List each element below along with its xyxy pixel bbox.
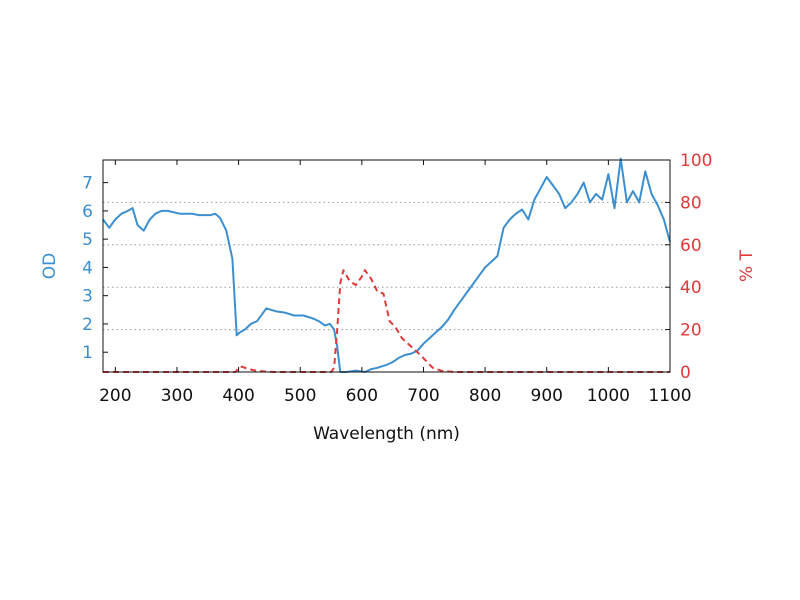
left-y-tick-label: 1 <box>82 343 93 363</box>
left-y-tick-label: 4 <box>82 258 93 278</box>
x-tick-label: 200 <box>99 386 131 406</box>
right-y-tick-label: 60 <box>680 236 702 256</box>
right-y-tick-label: 40 <box>680 278 702 298</box>
left-y-tick-label: 6 <box>82 202 93 222</box>
plot-frame <box>102 159 671 373</box>
left-y-tick-label: 5 <box>82 230 93 250</box>
right-y-tick-label: 100 <box>680 151 712 171</box>
left-y-axis-ticks: 1 2 3 4 5 6 7 <box>82 174 108 363</box>
x-tick-label: 400 <box>222 386 254 406</box>
right-y-tick-label: 80 <box>680 193 702 213</box>
x-tick-label: 1100 <box>648 386 691 406</box>
od-series-line <box>102 157 671 373</box>
x-tick-label: 800 <box>469 386 501 406</box>
x-tick-label: 300 <box>161 386 193 406</box>
right-y-tick-label: 0 <box>680 363 691 383</box>
left-y-tick-label: 2 <box>82 315 93 335</box>
x-tick-label: 1000 <box>587 386 630 406</box>
x-tick-label: 500 <box>284 386 316 406</box>
x-tick-label: 900 <box>531 386 563 406</box>
right-y-axis-ticks: 0 20 40 60 80 100 <box>665 151 712 383</box>
left-y-axis-title: OD <box>40 253 60 279</box>
x-axis-title: Wavelength (nm) <box>313 424 460 444</box>
left-y-tick-label: 3 <box>82 287 93 307</box>
x-tick-label: 600 <box>346 386 378 406</box>
x-tick-label: 700 <box>407 386 439 406</box>
right-y-axis-title: % T <box>737 249 757 282</box>
left-y-tick-label: 7 <box>82 174 93 194</box>
x-axis-ticks: 200 300 400 500 600 700 800 900 1000 1100 <box>99 160 692 406</box>
grid-lines <box>103 201 670 331</box>
right-y-tick-label: 20 <box>680 321 702 341</box>
transmission-series-line <box>103 269 670 373</box>
series-layer <box>102 157 671 373</box>
